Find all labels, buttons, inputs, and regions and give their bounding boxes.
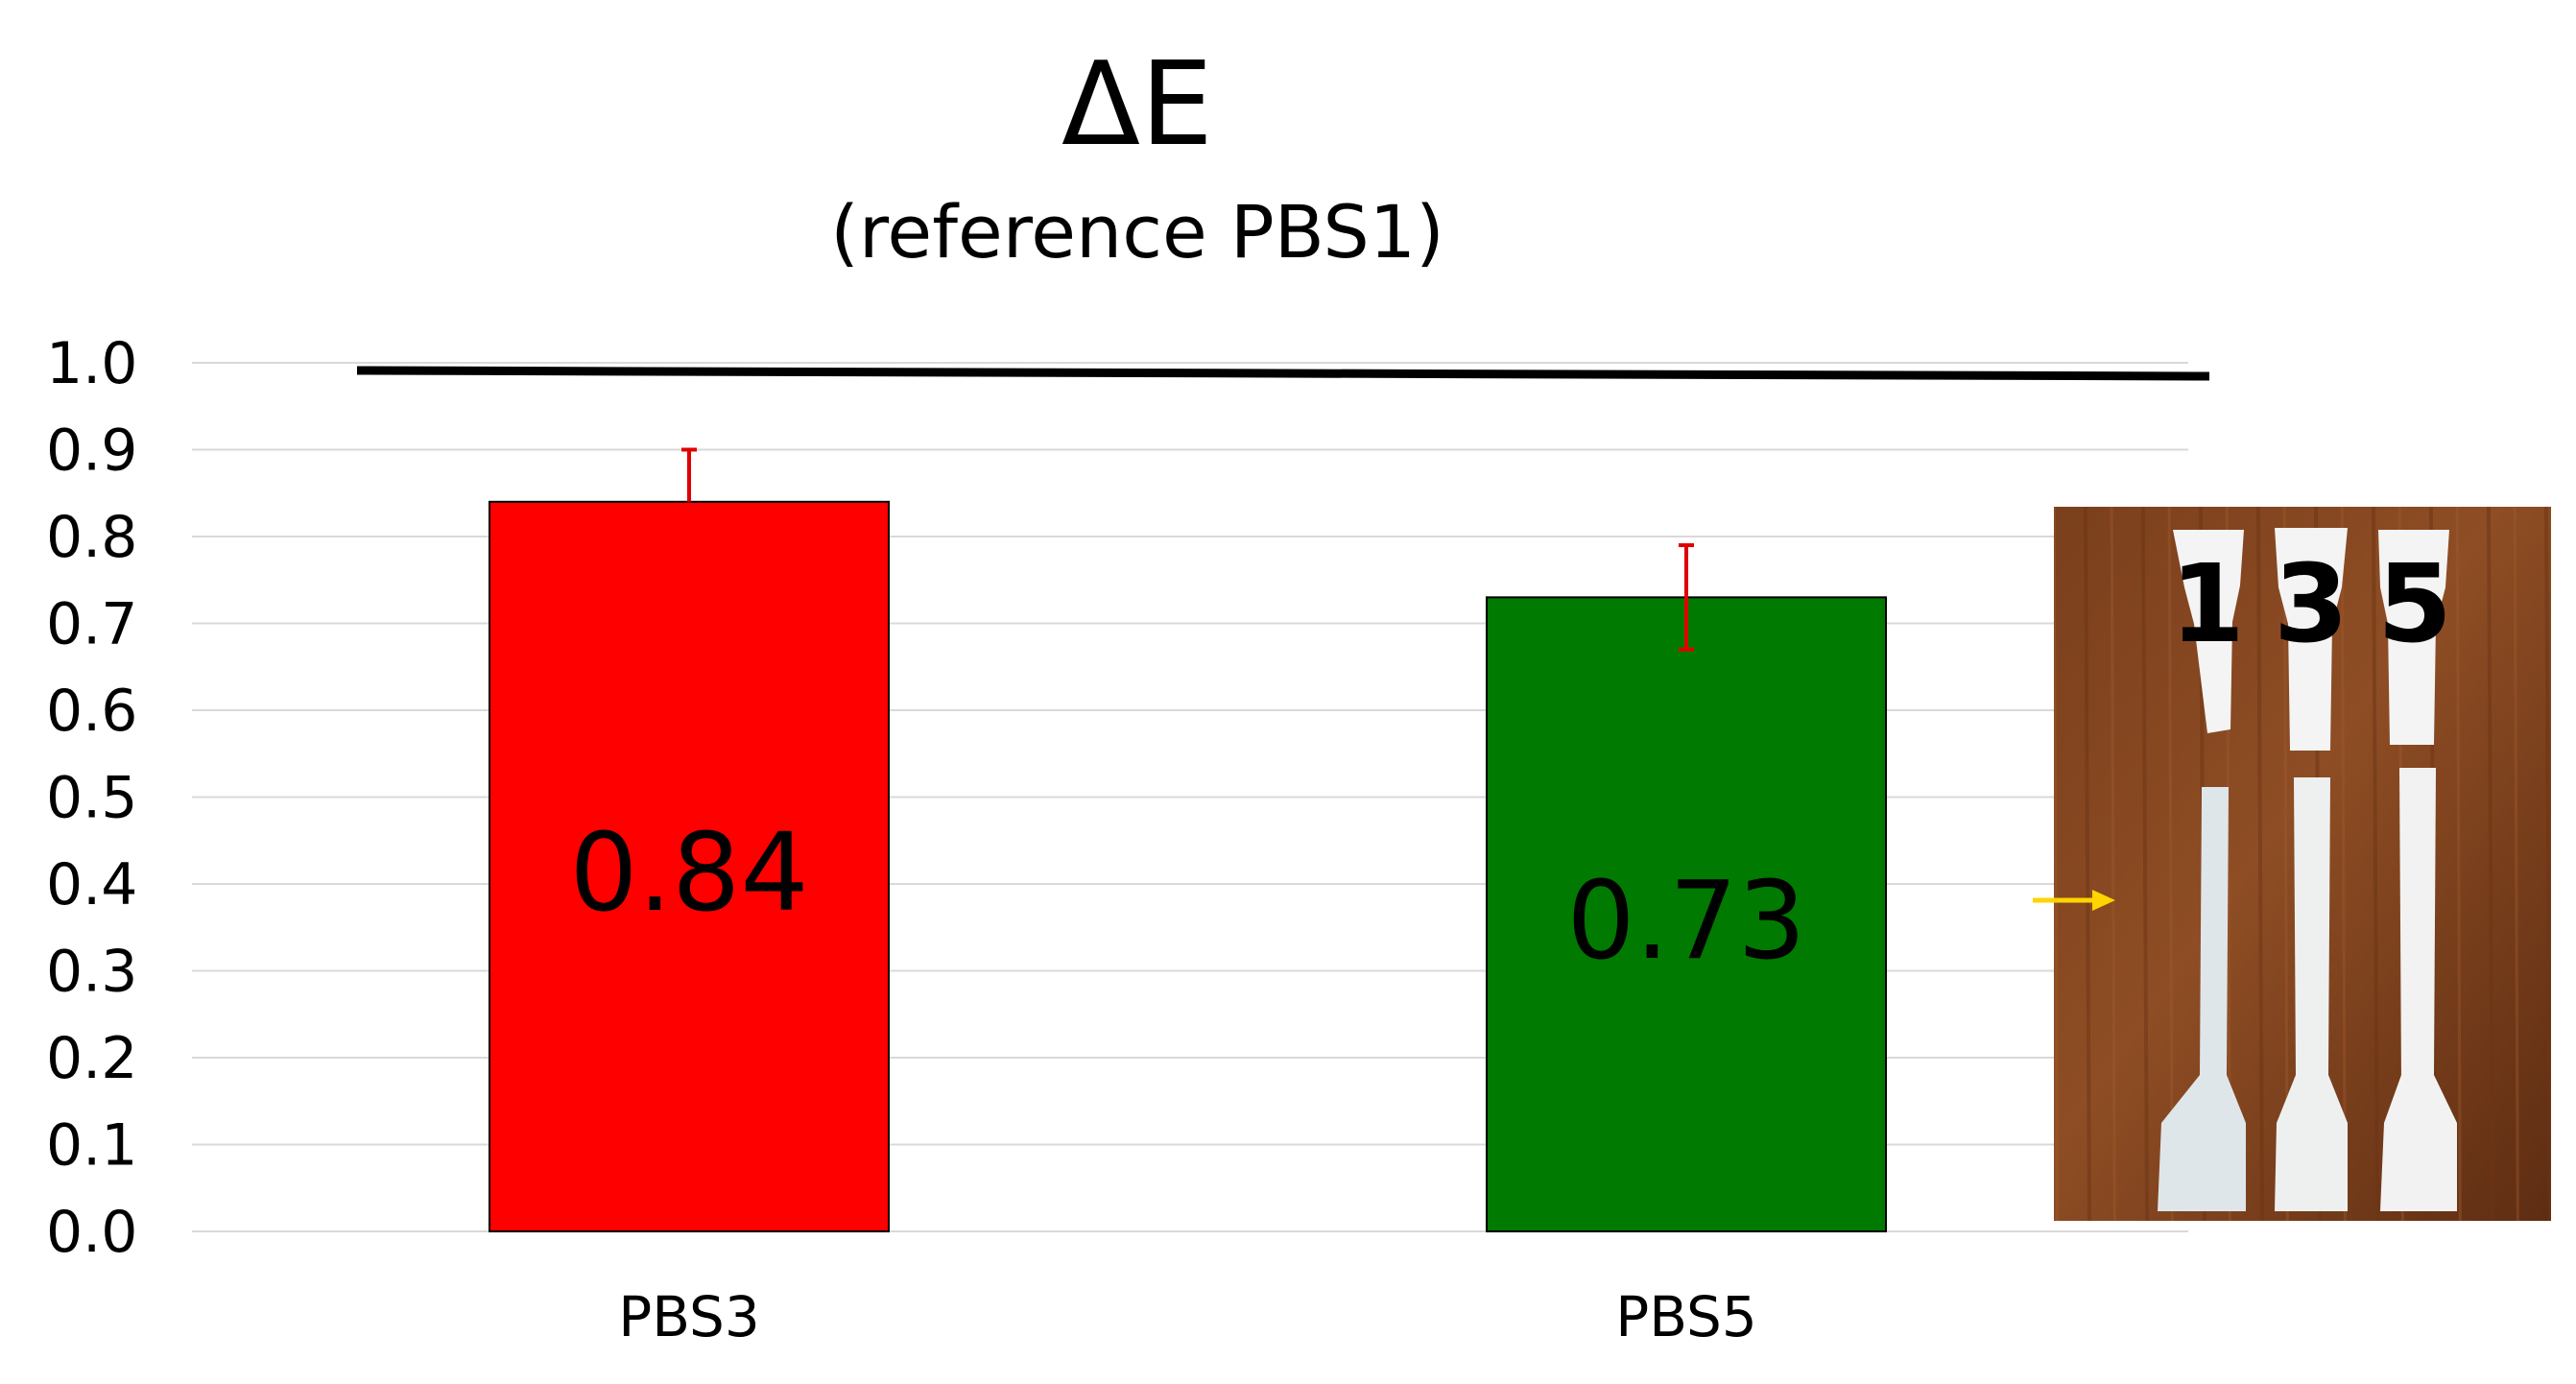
data-label: 0.73 xyxy=(1566,859,1805,984)
chart-title: ΔE xyxy=(1061,38,1213,172)
x-tick-label: PBS3 xyxy=(618,1284,759,1349)
y-tick-label: 0.0 xyxy=(46,1199,137,1266)
y-tick-label: 0.2 xyxy=(46,1025,137,1092)
bar-pbs3 xyxy=(489,500,890,1232)
y-tick-label: 0.3 xyxy=(46,939,137,1006)
bar-pbs5 xyxy=(1486,596,1887,1232)
x-axis-tick-labels: PBS3 PBS5 xyxy=(618,1284,1756,1349)
y-tick-label: 0.7 xyxy=(46,591,137,658)
arrow-icon xyxy=(2033,890,2115,911)
y-tick-label: 0.6 xyxy=(46,678,137,745)
y-tick-label: 0.5 xyxy=(46,765,137,832)
specimen-number-5: 5 xyxy=(2377,542,2452,667)
specimen-3 xyxy=(2275,528,2348,1211)
y-tick-label: 0.1 xyxy=(46,1112,137,1180)
chart-subtitle: (reference PBS1) xyxy=(830,189,1444,274)
data-label: 0.84 xyxy=(569,811,808,936)
y-tick-label: 0.8 xyxy=(46,504,137,571)
specimen-number-1: 1 xyxy=(2170,542,2245,667)
specimen-photo: 1 3 5 xyxy=(2033,507,2551,1221)
specimen-number-3: 3 xyxy=(2274,542,2349,667)
specimen-1 xyxy=(2158,530,2246,1211)
y-tick-label: 0.4 xyxy=(46,851,137,919)
bars: 0.84 0.73 xyxy=(489,447,1887,1232)
y-axis-tick-labels: 0.0 0.1 0.2 0.3 0.4 0.5 0.6 0.7 0.8 0.9 1.0 xyxy=(46,330,137,1266)
specimen-5 xyxy=(2378,530,2457,1211)
y-tick-label: 1.0 xyxy=(46,330,137,397)
reference-line xyxy=(356,366,2210,381)
y-tick-label: 0.9 xyxy=(46,418,137,485)
x-tick-label: PBS5 xyxy=(1615,1284,1756,1349)
